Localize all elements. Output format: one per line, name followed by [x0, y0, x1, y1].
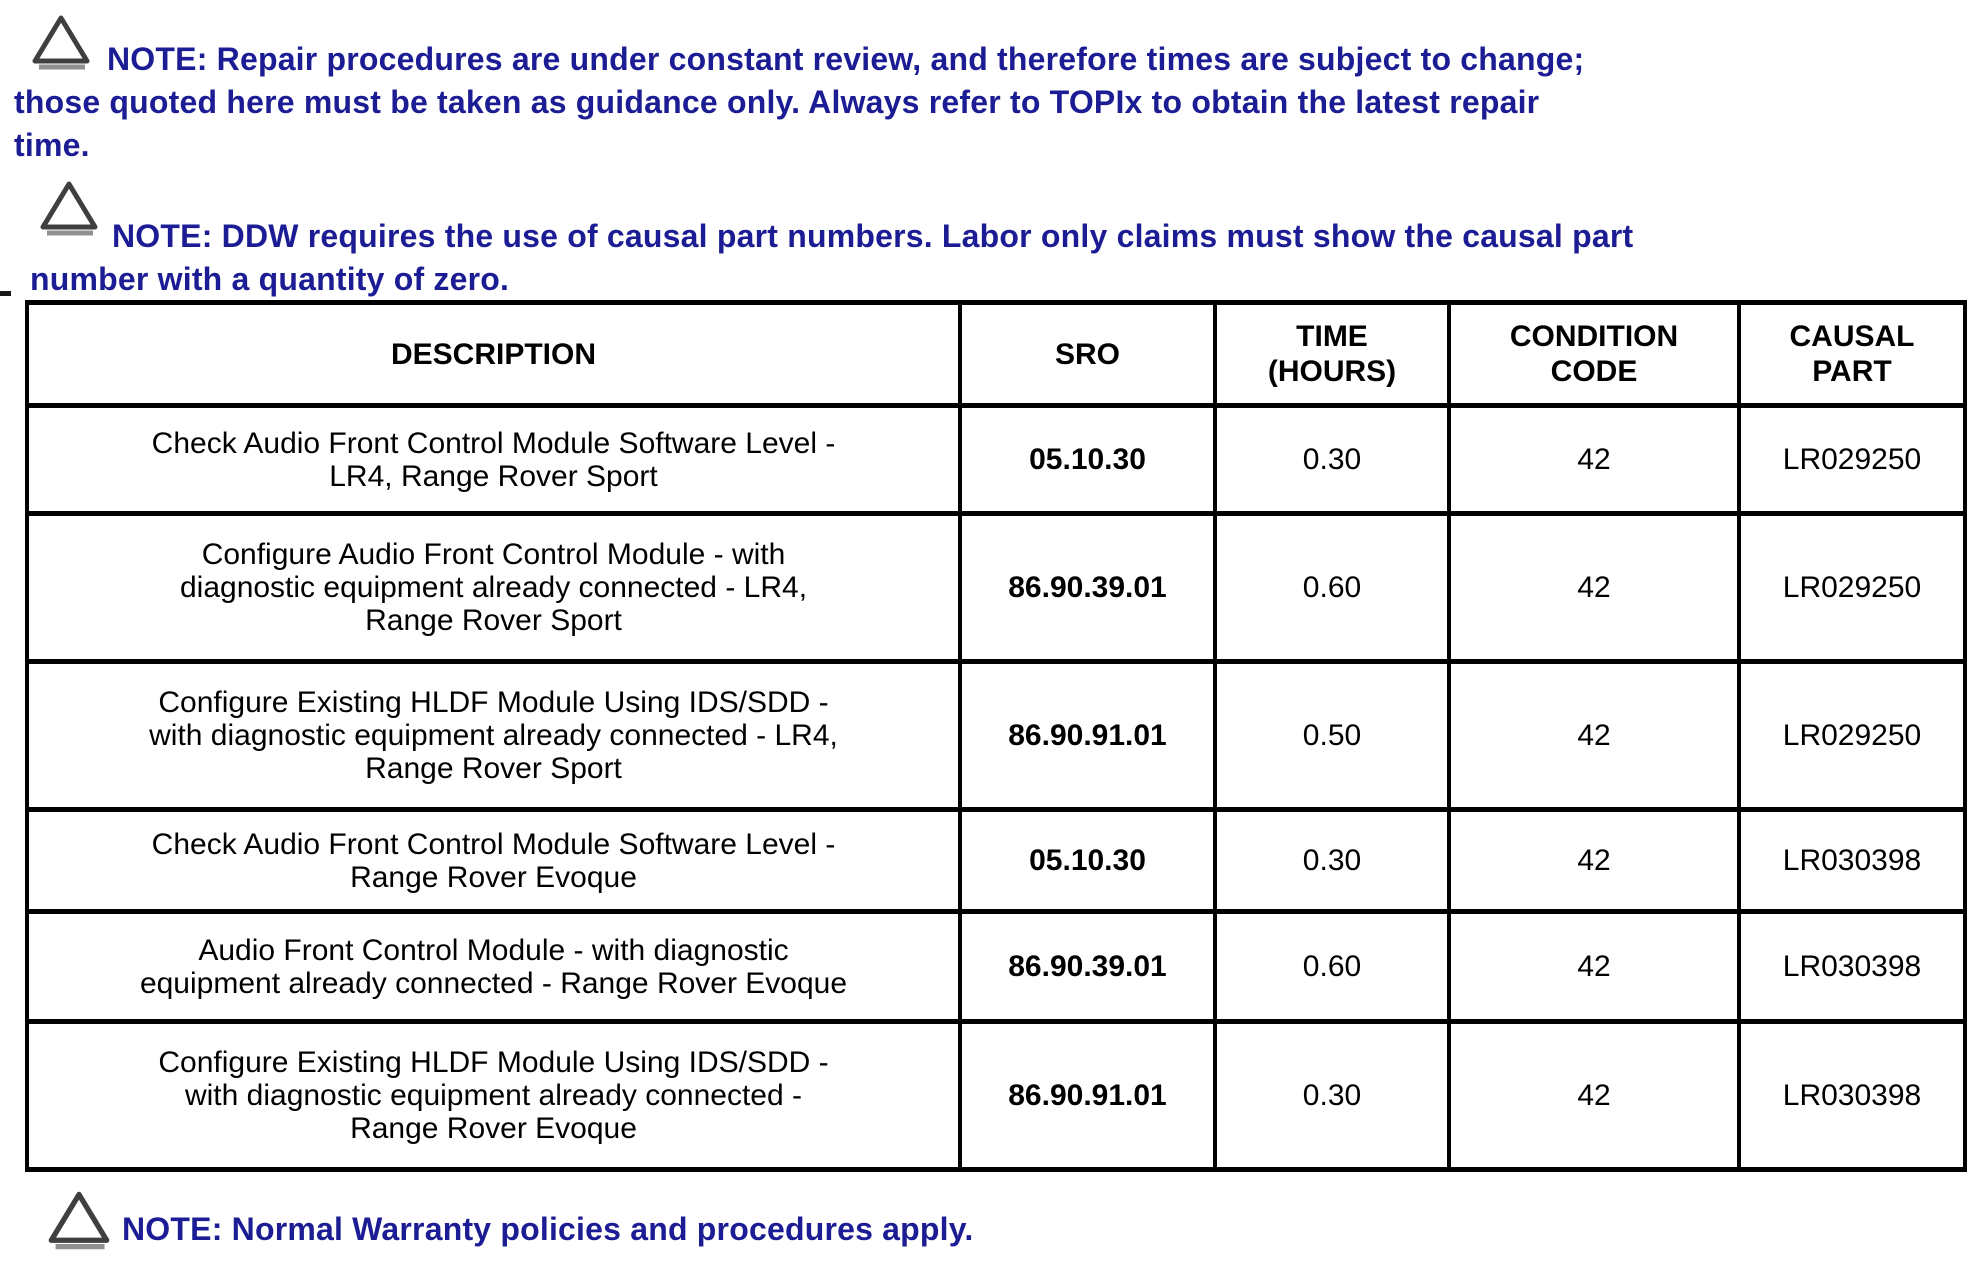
cell-causal-part: LR029250	[1737, 511, 1967, 664]
cell-causal-part: LR029250	[1737, 403, 1967, 516]
cell-time-hours: 0.30	[1213, 403, 1451, 516]
warning-triangle-icon	[30, 12, 92, 77]
note-line: NOTE: Repair procedures are under consta…	[107, 41, 1585, 77]
note-line: NOTE: DDW requires the use of causal par…	[112, 218, 1634, 254]
cell-condition-code: 42	[1447, 511, 1741, 664]
cell-sro: 86.90.91.01	[958, 659, 1217, 812]
column-header-sro: SRO	[958, 300, 1217, 408]
table-row: Check Audio Front Control Module Softwar…	[25, 807, 1967, 914]
note-normal-warranty: NOTE: Normal Warranty policies and proce…	[122, 1208, 973, 1251]
note-line: time.	[14, 127, 90, 163]
table-row: Audio Front Control Module - with diagno…	[25, 909, 1967, 1024]
column-header-time-hours: TIME (HOURS)	[1213, 300, 1451, 408]
cell-sro: 86.90.39.01	[958, 909, 1217, 1024]
cell-causal-part: LR029250	[1737, 659, 1967, 812]
note-line: number with a quantity of zero.	[30, 261, 510, 297]
cell-causal-part: LR030398	[1737, 807, 1967, 914]
cell-sro: 05.10.30	[958, 807, 1217, 914]
cell-condition-code: 42	[1447, 807, 1741, 914]
table-row: Configure Existing HLDF Module Using IDS…	[25, 1019, 1967, 1172]
cell-causal-part: LR030398	[1737, 909, 1967, 1024]
cell-causal-part: LR030398	[1737, 1019, 1967, 1172]
cell-description: Configure Existing HLDF Module Using IDS…	[25, 659, 962, 812]
cell-sro: 86.90.91.01	[958, 1019, 1217, 1172]
cell-condition-code: 42	[1447, 1019, 1741, 1172]
table-row: Check Audio Front Control Module Softwar…	[25, 403, 1967, 516]
repair-times-table: DESCRIPTION SRO TIME (HOURS) CONDITION C…	[25, 300, 1967, 1172]
column-header-description: DESCRIPTION	[25, 300, 962, 408]
warning-triangle-icon	[38, 178, 100, 243]
cell-condition-code: 42	[1447, 659, 1741, 812]
cell-description: Audio Front Control Module - with diagno…	[25, 909, 962, 1024]
cell-sro: 05.10.30	[958, 403, 1217, 516]
table-header-row: DESCRIPTION SRO TIME (HOURS) CONDITION C…	[25, 300, 1967, 408]
cell-description: Check Audio Front Control Module Softwar…	[25, 807, 962, 914]
table-row: Configure Existing HLDF Module Using IDS…	[25, 659, 1967, 812]
column-header-condition-code: CONDITION CODE	[1447, 300, 1741, 408]
cell-time-hours: 0.60	[1213, 909, 1451, 1024]
note-ddw-causal-parts: NOTE: DDW requires the use of causal par…	[14, 215, 1633, 301]
cell-time-hours: 0.30	[1213, 807, 1451, 914]
cell-time-hours: 0.60	[1213, 511, 1451, 664]
warning-triangle-icon	[46, 1188, 112, 1257]
table-row: Configure Audio Front Control Module - w…	[25, 511, 1967, 664]
cell-time-hours: 0.30	[1213, 1019, 1451, 1172]
cell-condition-code: 42	[1447, 909, 1741, 1024]
column-header-causal-part: CAUSAL PART	[1737, 300, 1967, 408]
note-line: those quoted here must be taken as guida…	[14, 84, 1540, 120]
note-repair-times: NOTE: Repair procedures are under consta…	[14, 38, 1584, 167]
cell-sro: 86.90.39.01	[958, 511, 1217, 664]
cell-time-hours: 0.50	[1213, 659, 1451, 812]
cell-description: Check Audio Front Control Module Softwar…	[25, 403, 962, 516]
note-line: NOTE: Normal Warranty policies and proce…	[122, 1211, 974, 1247]
cell-description: Configure Audio Front Control Module - w…	[25, 511, 962, 664]
stray-dash-artifact	[0, 291, 11, 296]
cell-description: Configure Existing HLDF Module Using IDS…	[25, 1019, 962, 1172]
cell-condition-code: 42	[1447, 403, 1741, 516]
